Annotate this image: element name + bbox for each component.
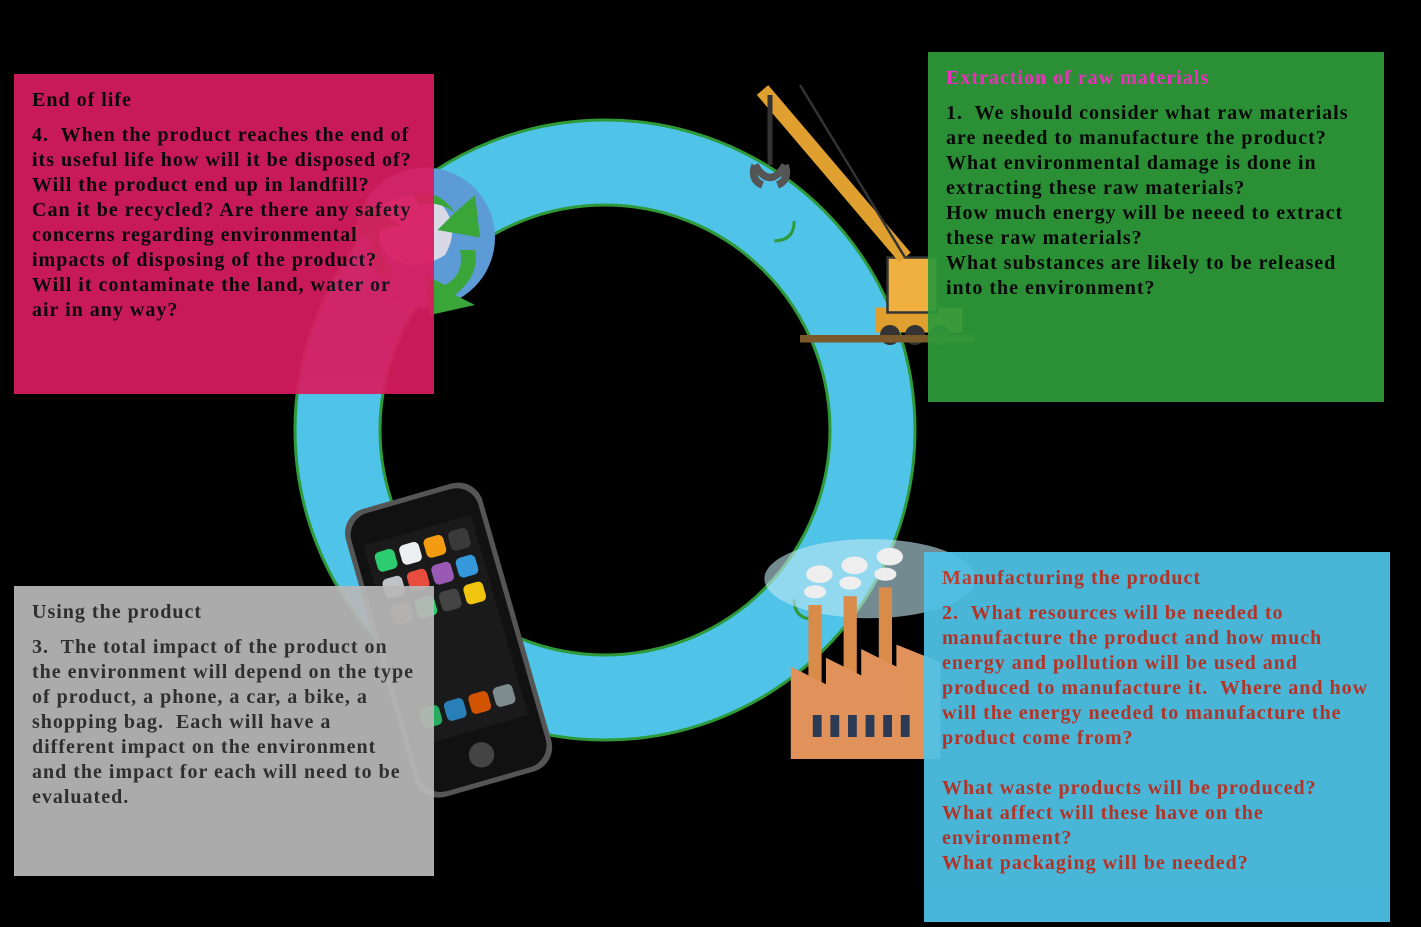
note-title: Using the product	[32, 600, 416, 625]
note-title: Manufacturing the product	[942, 566, 1372, 591]
note-title: End of life	[32, 88, 416, 113]
note-body: 3. The total impact of the product on th…	[32, 635, 416, 810]
note-title: Extraction of raw materials	[946, 66, 1366, 91]
note-manufacturing: Manufacturing the product 2. What resour…	[924, 552, 1390, 922]
lifecycle-diagram: End of life 4. When the product reaches …	[0, 0, 1421, 927]
note-using-product: Using the product 3. The total impact of…	[14, 586, 434, 876]
note-body: 2. What resources will be needed to manu…	[942, 601, 1372, 876]
note-body: 4. When the product reaches the end of i…	[32, 123, 416, 323]
note-extraction: Extraction of raw materials 1. We should…	[928, 52, 1384, 402]
note-end-of-life: End of life 4. When the product reaches …	[14, 74, 434, 394]
note-body: 1. We should consider what raw materials…	[946, 101, 1366, 301]
